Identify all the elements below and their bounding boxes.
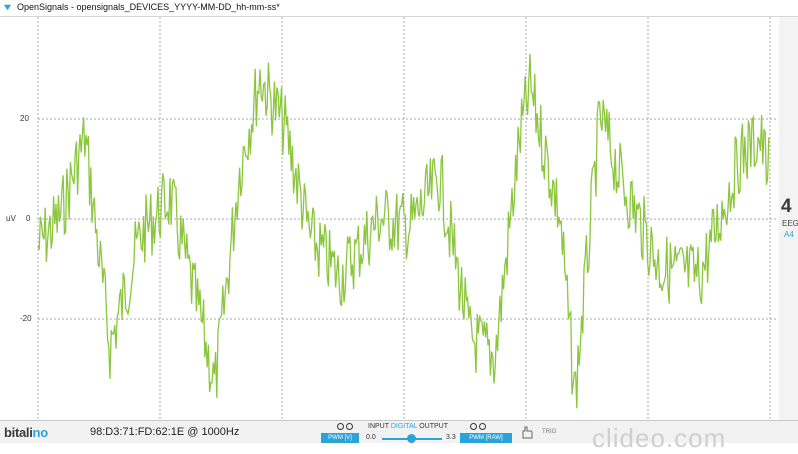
pwm-raw-button[interactable]: PWM [RAW] <box>460 433 512 443</box>
io-output-label: OUTPUT <box>419 423 449 430</box>
channel-port: A4 <box>784 230 794 239</box>
input-circle-2[interactable] <box>346 423 353 430</box>
plot-canvas <box>37 17 778 420</box>
title-bar: OpenSignals - opensignals_DEVICES_YYYY-M… <box>0 0 798 17</box>
output-circle-1[interactable] <box>470 423 477 430</box>
io-controls: INPUT DIGITAL OUTPUT PWM [V] 0.0 3.3 PWM… <box>320 421 515 443</box>
io-input-label: INPUT <box>368 423 389 430</box>
status-bar: bitalino 98:D3:71:FD:62:1E @ 1000Hz INPU… <box>0 420 798 453</box>
hand-icon[interactable] <box>520 425 534 439</box>
logo-accent: no <box>32 425 49 440</box>
y-tick-0: 0 <box>26 214 31 223</box>
y-tick-neg20: -20 <box>20 314 32 323</box>
pwm-slider-knob[interactable] <box>407 434 416 443</box>
channel-number: 4 <box>781 196 792 217</box>
watermark: clideo.com <box>592 423 727 453</box>
io-label: INPUT DIGITAL OUTPUT <box>368 423 448 430</box>
channel-panel <box>779 17 798 420</box>
signal-plot[interactable]: 20 uV 0 -20 <box>0 17 778 420</box>
window-title: OpenSignals - opensignals_DEVICES_YYYY-M… <box>17 2 280 12</box>
logo-main: bitali <box>4 425 33 440</box>
output-circle-2[interactable] <box>479 423 486 430</box>
trigger-label: TRIG <box>542 429 557 435</box>
device-address: 98:D3:71:FD:62:1E @ 1000Hz <box>90 426 240 438</box>
input-circle-1[interactable] <box>337 423 344 430</box>
app-icon <box>3 4 12 11</box>
channel-type: EEG <box>782 219 798 228</box>
pwm-volt-button[interactable]: PWM [V] <box>321 433 359 443</box>
pwm-min-value: 0.0 <box>366 434 376 441</box>
eeg-trace <box>37 53 770 409</box>
bitalino-logo: bitalino <box>4 425 48 440</box>
io-digital-label: DIGITAL <box>390 423 418 430</box>
pwm-max-value: 3.3 <box>446 434 456 441</box>
y-axis-unit: uV <box>6 214 16 223</box>
y-tick-20: 20 <box>20 114 29 123</box>
